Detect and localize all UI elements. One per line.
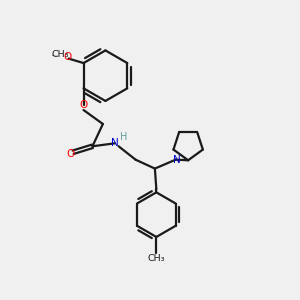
Text: N: N <box>111 138 118 148</box>
Text: O: O <box>63 52 71 62</box>
Text: methoxy: methoxy <box>52 54 58 56</box>
Text: N: N <box>173 155 181 165</box>
Text: CH₃: CH₃ <box>148 254 165 263</box>
Text: O: O <box>80 100 88 110</box>
Text: H: H <box>120 132 127 142</box>
Text: O: O <box>66 149 74 159</box>
Text: CH₃: CH₃ <box>51 50 68 59</box>
